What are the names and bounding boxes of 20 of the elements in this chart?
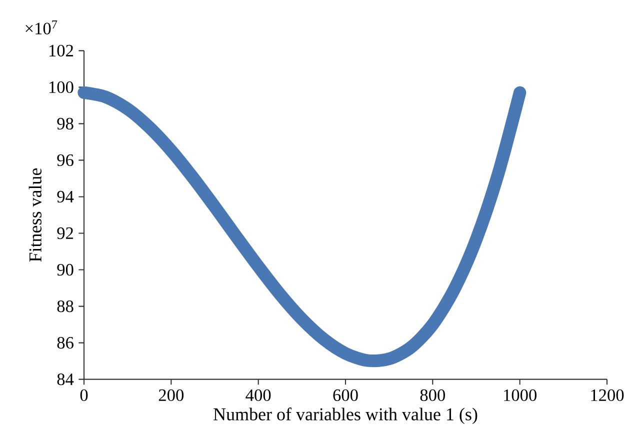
y-tick-label: 100 — [49, 81, 74, 94]
x-tick-label: 800 — [420, 389, 446, 402]
x-tick-label: 1200 — [591, 389, 624, 402]
y-tick-label: 98 — [57, 118, 74, 130]
y-tick-label: 88 — [57, 300, 74, 312]
text: ×10$^{7}$ — [26, 20, 58, 34]
x-tick-label: 600 — [333, 389, 358, 402]
y-tick-label: 96 — [57, 154, 74, 166]
y-tick-label: 94 — [57, 190, 74, 203]
x-tick-label: 200 — [158, 389, 184, 402]
y-tick-label: 84 — [57, 373, 74, 386]
y-tick-label: 90 — [57, 264, 74, 276]
y-axis-title: Fitness value — [28, 168, 42, 262]
x-tick-label: 400 — [246, 389, 271, 402]
x-tick-label: 0 — [80, 389, 88, 402]
y-tick-label: 92 — [57, 227, 74, 240]
x-axis-title: Number of variables with value 1 (s) — [214, 408, 478, 424]
x-tick-label: 1000 — [504, 389, 536, 402]
y-tick-label: 102 — [49, 44, 74, 57]
y-tick-label: 86 — [57, 336, 74, 349]
